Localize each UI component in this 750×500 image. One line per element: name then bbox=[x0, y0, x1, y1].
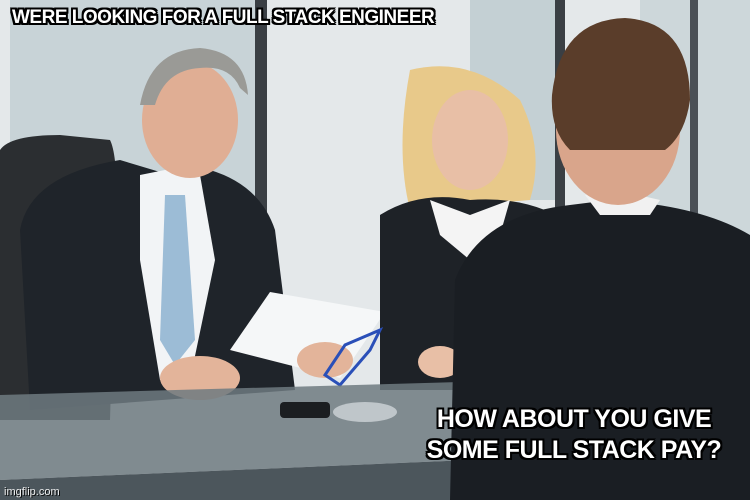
top-caption: WERE LOOKING FOR A FULL STACK ENGINEER bbox=[12, 7, 435, 28]
imgflip-watermark: imgflip.com bbox=[4, 486, 60, 498]
bottom-caption: HOW ABOUT YOU GIVE SOME FULL STACK PAY? bbox=[426, 405, 722, 464]
candidate-suit-back bbox=[450, 200, 750, 500]
glasses-in-hand bbox=[322, 327, 384, 387]
phone-on-desk bbox=[280, 402, 330, 418]
woman-blouse bbox=[430, 200, 510, 260]
tie bbox=[160, 195, 195, 365]
brown-hair bbox=[551, 18, 690, 150]
glasses-case bbox=[333, 402, 397, 422]
older-man-face bbox=[142, 62, 238, 178]
woman-hands bbox=[418, 346, 462, 378]
desk-reflection bbox=[0, 460, 470, 500]
woman-face bbox=[432, 90, 508, 190]
grey-hair bbox=[140, 48, 248, 105]
window-frame-3 bbox=[690, 0, 698, 250]
